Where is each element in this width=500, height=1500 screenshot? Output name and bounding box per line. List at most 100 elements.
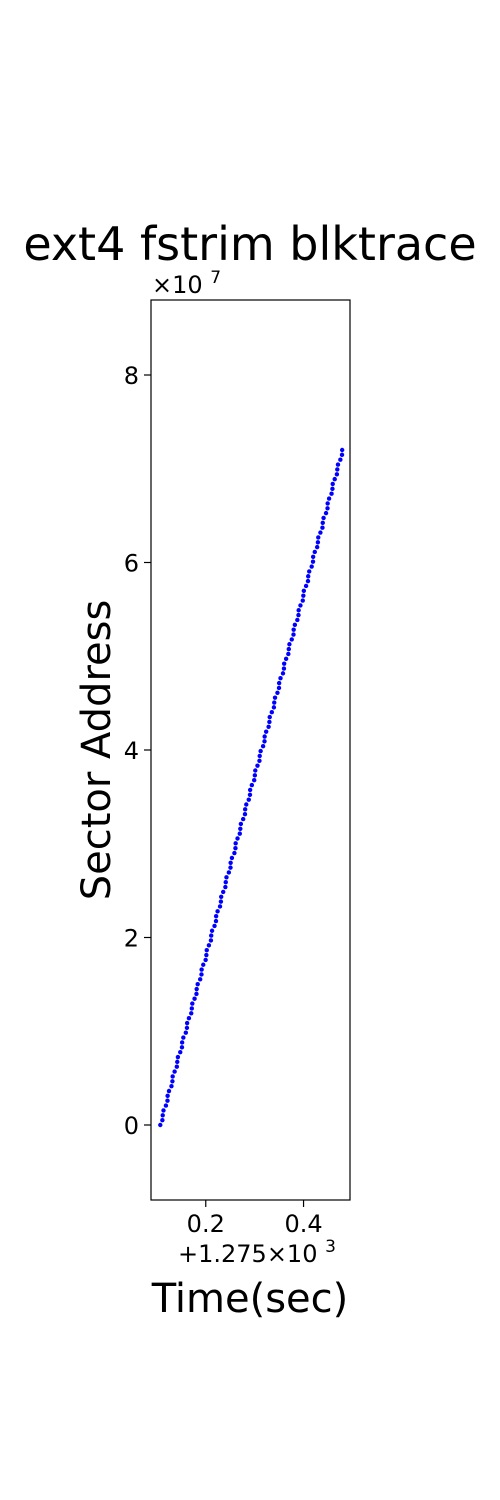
data-point — [201, 962, 206, 967]
data-point — [339, 447, 345, 453]
data-point — [175, 1059, 180, 1065]
x-offset-mantissa: +1.275×10 — [178, 1240, 317, 1268]
data-point — [224, 875, 229, 880]
data-point — [212, 923, 217, 929]
y-scale-mantissa: ×10 — [152, 271, 203, 299]
data-point — [218, 899, 224, 904]
data-points — [158, 447, 345, 1128]
data-point — [197, 977, 203, 982]
data-point — [291, 632, 296, 637]
data-point — [269, 710, 275, 715]
data-point — [244, 802, 249, 807]
data-point — [267, 719, 272, 725]
x-offset-exponent: 3 — [325, 1237, 336, 1257]
data-point — [169, 1083, 174, 1089]
x-axis-label: Time(sec) — [151, 1276, 349, 1322]
data-point — [213, 918, 219, 924]
data-point — [170, 1074, 175, 1079]
x-tick-label: 0.4 — [284, 1210, 322, 1238]
data-point — [301, 593, 306, 598]
data-point — [303, 583, 309, 589]
data-point — [178, 1049, 183, 1055]
data-point — [203, 957, 208, 963]
data-point — [253, 768, 258, 773]
data-point — [271, 705, 277, 710]
data-point — [194, 991, 199, 997]
data-point — [226, 870, 232, 875]
data-point — [163, 1103, 169, 1108]
data-point — [330, 481, 335, 487]
svg-text:+1.275×10 3: +1.275×10 3 — [178, 1237, 336, 1268]
data-point — [189, 1006, 195, 1011]
data-point — [228, 865, 233, 870]
y-scale-exponent: 7 — [210, 268, 221, 288]
data-point — [296, 608, 301, 613]
plot-frame — [150, 299, 351, 1201]
data-point — [242, 812, 248, 817]
data-point — [318, 530, 323, 535]
data-point — [217, 904, 223, 909]
y-tick-label: 4 — [124, 737, 139, 765]
data-point — [252, 778, 257, 783]
data-point — [272, 695, 278, 700]
data-point — [233, 841, 238, 846]
data-point — [280, 671, 286, 676]
data-point — [252, 773, 258, 778]
y-tick-label: 8 — [124, 362, 139, 390]
data-point — [320, 520, 325, 526]
data-point — [170, 1079, 175, 1084]
data-point — [195, 981, 200, 987]
data-point — [309, 564, 314, 569]
data-point — [258, 748, 263, 754]
data-point — [213, 913, 219, 919]
data-point — [242, 807, 248, 812]
data-point — [183, 1030, 189, 1035]
data-point — [306, 574, 311, 579]
data-point — [335, 467, 340, 472]
x-tick-label: 0.2 — [187, 1210, 225, 1238]
data-point — [286, 651, 291, 657]
data-point — [255, 763, 260, 768]
data-point — [278, 676, 283, 681]
data-point — [321, 515, 326, 521]
data-point — [232, 850, 237, 856]
data-point — [266, 724, 271, 729]
y-scale-label: ×10 7 — [152, 268, 221, 299]
data-point — [204, 952, 209, 958]
data-point — [338, 457, 343, 462]
data-point — [296, 612, 301, 618]
data-point — [247, 792, 253, 797]
data-point — [310, 554, 316, 560]
data-point — [300, 598, 305, 603]
data-point — [301, 588, 307, 594]
data-point — [204, 947, 209, 953]
data-point — [229, 855, 235, 861]
data-point — [238, 821, 244, 827]
data-point — [179, 1045, 185, 1050]
y-axis-ticks: 0 2 4 6 8 — [124, 362, 151, 1140]
data-point — [289, 637, 294, 642]
data-point — [298, 603, 303, 608]
data-point — [332, 476, 337, 482]
data-point — [329, 491, 334, 496]
data-point — [166, 1088, 172, 1094]
data-point — [325, 506, 330, 511]
data-point — [312, 549, 317, 555]
data-point — [315, 540, 321, 545]
data-point — [235, 836, 240, 841]
data-point — [335, 462, 341, 467]
y-tick-label: 2 — [124, 925, 139, 953]
data-point — [160, 1117, 165, 1123]
data-point — [272, 700, 277, 705]
data-point — [189, 1011, 194, 1016]
y-tick-label: 6 — [124, 550, 139, 578]
data-point — [223, 884, 228, 890]
data-point — [323, 510, 329, 516]
data-point — [179, 1040, 185, 1045]
data-point — [190, 1001, 195, 1006]
data-point — [172, 1069, 177, 1074]
data-point — [223, 879, 228, 885]
data-point — [305, 578, 311, 584]
chart-title: ext4 fstrim blktrace — [23, 217, 476, 271]
